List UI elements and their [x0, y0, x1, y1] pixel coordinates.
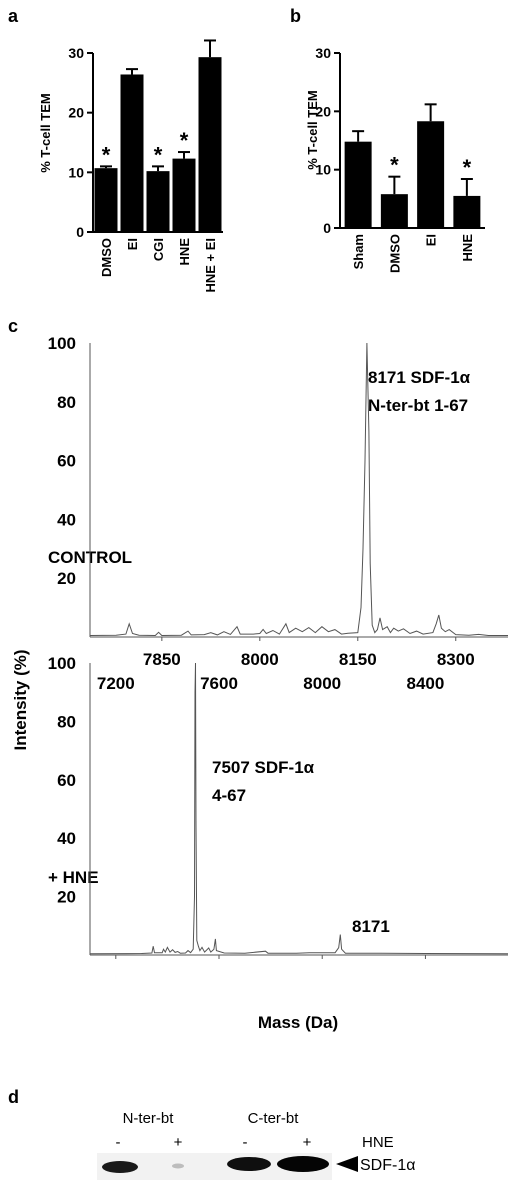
a-y-tick-label: 20: [68, 105, 84, 121]
a-y-tick-label: 10: [68, 164, 84, 180]
minor-peak-annotation-8171: 8171: [352, 917, 390, 936]
peak-annotation-8171-line1: 8171 SDF-1α: [368, 368, 471, 387]
blot-band-lane-3: [227, 1157, 271, 1171]
c-bottom-x-tick-label: 8000: [303, 674, 341, 693]
a-category-label: EI: [125, 238, 140, 250]
c-bottom-x-tick-label: 7600: [200, 674, 238, 693]
blot-group-label-cter: C-ter-bt: [248, 1110, 300, 1127]
b-significance-marker: *: [390, 153, 399, 178]
peak-annotation-8171-line2: N-ter-bt 1-67: [368, 396, 468, 415]
blot-band-lane-2: [172, 1163, 184, 1169]
a-bar: [94, 168, 118, 232]
a-category-label: HNE: [177, 238, 192, 266]
b-category-label: DMSO: [387, 234, 402, 273]
c-top-y-tick-label: 20: [57, 569, 76, 588]
c-bottom-y-tick-label: 20: [57, 888, 76, 907]
a-bar: [198, 57, 222, 232]
c-bottom-x-tick-label: 8400: [407, 674, 445, 693]
c-top-y-tick-label: 80: [57, 393, 76, 412]
western-blot: N-ter-bt C-ter-bt - + - + HNE SDF-1α: [97, 1110, 415, 1180]
b-bar: [453, 195, 481, 228]
c-top-x-tick-label: 7850: [143, 650, 181, 669]
bar-chart-b: % T-cell TEM 0 10 20 30 Sham * DMSO EI * HNE: [305, 45, 485, 273]
x-axis-label-mass: Mass (Da): [258, 1013, 338, 1032]
a-y-tick-label: 0: [76, 224, 84, 240]
a-bar: [172, 158, 196, 232]
blot-group-label-nter: N-ter-bt: [123, 1110, 175, 1127]
c-bottom-y-tick-label: 40: [57, 829, 76, 848]
a-y-tick-label: 30: [68, 45, 84, 61]
y-axis-label-a: % T-cell TEM: [38, 93, 53, 172]
c-top-y-tick-label: 40: [57, 510, 76, 529]
a-category-label: DMSO: [99, 238, 114, 277]
a-significance-marker: *: [102, 142, 111, 167]
panel-label-d: d: [8, 1087, 19, 1107]
c-bottom-y-tick-label: 80: [57, 712, 76, 731]
a-bar: [146, 171, 170, 232]
blot-band-lane-4: [277, 1156, 329, 1172]
c-bottom-spectrum-line: [89, 662, 509, 955]
b-significance-marker: *: [463, 155, 472, 180]
c-bottom-y-tick-label: 60: [57, 771, 76, 790]
b-y-tick-label: 10: [315, 162, 331, 178]
b-category-label: HNE: [460, 234, 475, 262]
peak-annotation-7507-line2: 4-67: [212, 786, 246, 805]
c-bottom-x-tick-label: 7200: [97, 674, 135, 693]
bar-chart-a: % T-cell TEM 0 10 20 30 * DMSO EI * CGI * HNE HNE +…: [38, 39, 223, 293]
y-axis-label-intensity: Intensity (%): [11, 649, 30, 750]
c-top-y-tick-label: 100: [48, 334, 76, 353]
a-significance-marker: *: [180, 128, 189, 153]
b-y-tick-label: 0: [323, 220, 331, 236]
lane-sign-1: -: [116, 1134, 121, 1151]
arrow-icon: [336, 1156, 358, 1172]
mass-spectrum-hne: + HNE 7507 SDF-1α 4-67 8171 Mass (Da) 20…: [48, 654, 509, 1032]
blot-band-lane-1: [102, 1161, 138, 1173]
y-axis-label-b: % T-cell TEM: [305, 90, 320, 169]
a-category-label: HNE + EI: [203, 238, 218, 293]
c-top-y-tick-label: 60: [57, 452, 76, 471]
b-bar: [344, 141, 372, 228]
b-bar: [380, 194, 408, 228]
a-significance-marker: *: [154, 142, 163, 167]
lane-sign-2: +: [174, 1134, 183, 1151]
panel-label-b: b: [290, 6, 301, 26]
c-top-x-tick-label: 8000: [241, 650, 279, 669]
peak-annotation-7507-line1: 7507 SDF-1α: [212, 758, 315, 777]
c-top-spectrum-line: [89, 342, 508, 637]
c-top-x-tick-label: 8300: [437, 650, 475, 669]
panel-label-c: c: [8, 316, 18, 336]
lane-sign-3: -: [243, 1134, 248, 1151]
b-y-tick-label: 20: [315, 103, 331, 119]
c-top-x-tick-label: 8150: [339, 650, 377, 669]
b-category-label: EI: [424, 234, 439, 246]
a-bar: [120, 74, 144, 232]
band-label-sdf1a: SDF-1α: [360, 1157, 415, 1174]
b-category-label: Sham: [351, 234, 366, 269]
b-bar: [417, 121, 445, 228]
treatment-label-hne: HNE: [362, 1134, 394, 1151]
hne-label: + HNE: [48, 868, 99, 887]
mass-spectrum-control: CONTROL 8171 SDF-1α N-ter-bt 1-67 204060…: [48, 334, 508, 669]
b-y-tick-label: 30: [315, 45, 331, 61]
lane-sign-4: +: [303, 1134, 312, 1151]
a-category-label: CGI: [151, 238, 166, 261]
c-bottom-y-tick-label: 100: [48, 654, 76, 673]
panel-label-a: a: [8, 6, 19, 26]
